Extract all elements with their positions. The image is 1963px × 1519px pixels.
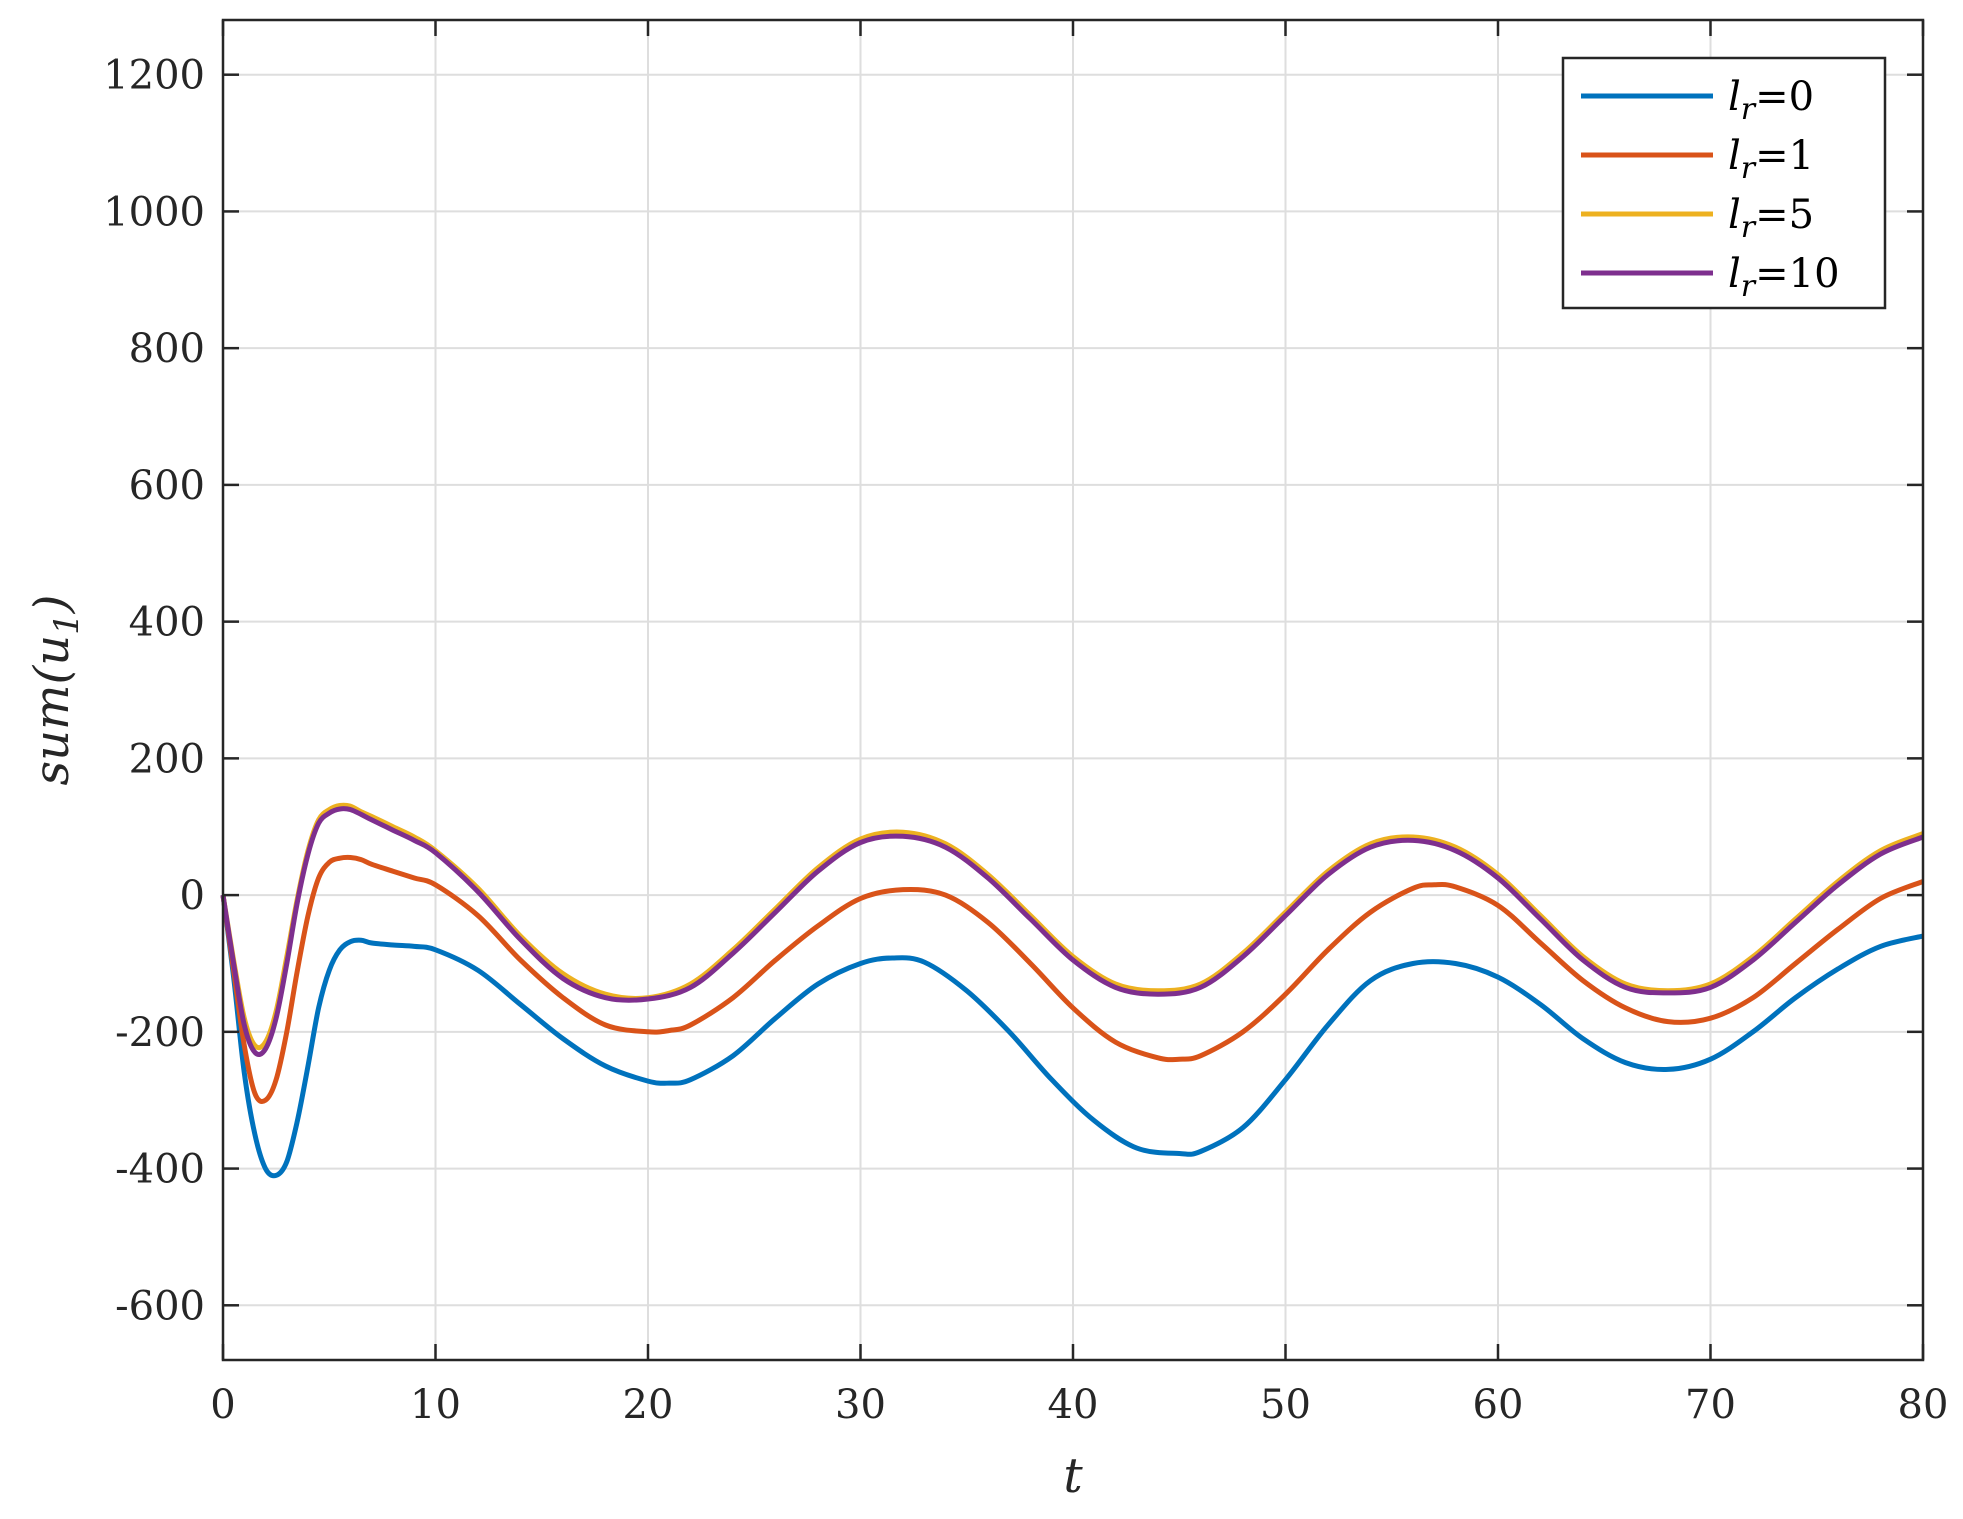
y-axis-label-close: ) [24, 594, 80, 614]
legend-entry-label: lr=0 [1728, 74, 1814, 127]
series-line-0 [220, 894, 1924, 1179]
x-tick-label: 80 [1898, 1382, 1949, 1428]
x-tick-label: 30 [835, 1382, 886, 1428]
y-tick-label: 200 [129, 736, 205, 782]
legend-subscript: r [1741, 151, 1757, 186]
y-tick-label: -200 [115, 1010, 205, 1056]
legend-subscript: r [1741, 269, 1757, 304]
x-tick-label: 50 [1260, 1382, 1311, 1428]
ticks [221, 20, 1925, 1360]
legend-series-name: =5 [1755, 192, 1814, 238]
legend-entry-label: lr=10 [1728, 251, 1840, 304]
series-layer [220, 802, 1924, 1179]
legend-entry-label: lr=5 [1728, 192, 1814, 245]
legend-subscript: r [1741, 92, 1757, 127]
legend-subscript: r [1741, 210, 1757, 245]
legend-symbol: l [1728, 74, 1741, 120]
x-tick-label: 20 [623, 1382, 674, 1428]
y-tick-label: 0 [180, 873, 205, 919]
series-line-1 [220, 854, 1924, 1104]
x-tick-label: 60 [1473, 1382, 1524, 1428]
tick-labels: 0 10 20 30 40 50 60 70 80 -600 -400 -200 0 200 400 600 8… [103, 53, 1948, 1428]
x-tick-label: 10 [410, 1382, 461, 1428]
x-axis-label: t [1063, 1448, 1083, 1504]
legend-series-name: =10 [1755, 251, 1839, 297]
x-tick-label: 40 [1048, 1382, 1099, 1428]
x-tick-label: 0 [210, 1382, 235, 1428]
legend-series-name: =1 [1755, 133, 1814, 179]
legend-box [1561, 56, 1887, 310]
legend-symbol: l [1728, 192, 1741, 238]
legend: lr=0lr=1lr=5lr=10 [1561, 56, 1887, 310]
y-axis-label: sum(u1) [24, 594, 87, 785]
legend-entry-label: lr=1 [1728, 133, 1814, 186]
y-tick-label: -400 [115, 1147, 205, 1193]
y-tick-label: 1200 [103, 53, 205, 99]
y-tick-label: 400 [129, 600, 205, 646]
y-tick-label: 1000 [103, 189, 205, 235]
y-axis-label-subscript: 1 [47, 613, 87, 635]
y-tick-label: -600 [115, 1283, 205, 1329]
legend-symbol: l [1728, 133, 1741, 179]
series-line-3 [220, 806, 1924, 1057]
legend-series-name: =0 [1755, 74, 1814, 120]
y-tick-label: 600 [129, 463, 205, 509]
x-tick-label: 70 [1685, 1382, 1736, 1428]
legend-symbol: l [1728, 251, 1741, 297]
y-axis-label-main: sum(u [24, 635, 80, 786]
y-tick-label: 800 [129, 326, 205, 372]
